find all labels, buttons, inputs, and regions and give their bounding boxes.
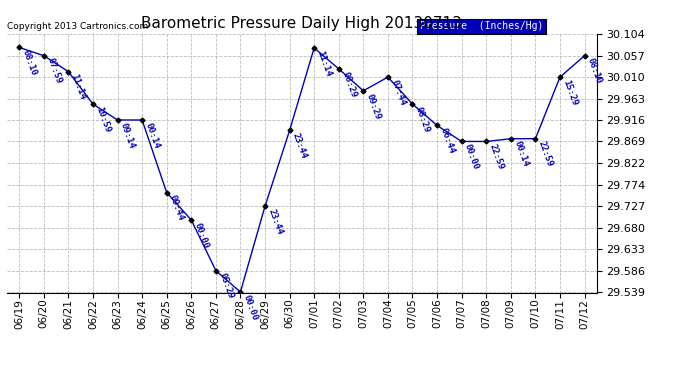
Text: 07:44: 07:44 [389, 78, 407, 107]
Text: Copyright 2013 Cartronics.com: Copyright 2013 Cartronics.com [7, 22, 148, 31]
Text: 15:29: 15:29 [562, 78, 579, 107]
Text: 11:14: 11:14 [70, 73, 88, 101]
Text: Pressure  (Inches/Hg): Pressure (Inches/Hg) [420, 21, 543, 31]
Text: 23:44: 23:44 [266, 208, 284, 236]
Text: 23:44: 23:44 [291, 132, 308, 160]
Text: 00:14: 00:14 [144, 122, 161, 150]
Text: 08:10: 08:10 [586, 57, 604, 86]
Text: 00:00: 00:00 [193, 221, 210, 250]
Text: 00:14: 00:14 [512, 140, 530, 168]
Text: 11:14: 11:14 [315, 49, 333, 78]
Text: 05:29: 05:29 [217, 272, 235, 300]
Text: 22:59: 22:59 [537, 140, 555, 168]
Text: 07:59: 07:59 [45, 57, 63, 86]
Text: 09:14: 09:14 [119, 122, 137, 150]
Text: 10:59: 10:59 [95, 105, 112, 134]
Text: 09:29: 09:29 [365, 92, 382, 120]
Text: 22:59: 22:59 [488, 143, 505, 171]
Text: 09:44: 09:44 [168, 194, 186, 222]
Text: 00:00: 00:00 [463, 143, 481, 171]
Text: 06:44: 06:44 [438, 127, 456, 155]
Text: 08:29: 08:29 [414, 105, 431, 134]
Title: Barometric Pressure Daily High 20130713: Barometric Pressure Daily High 20130713 [141, 16, 462, 31]
Text: 00:00: 00:00 [241, 293, 259, 322]
Text: 08:29: 08:29 [340, 70, 358, 99]
Text: 08:10: 08:10 [21, 49, 38, 77]
